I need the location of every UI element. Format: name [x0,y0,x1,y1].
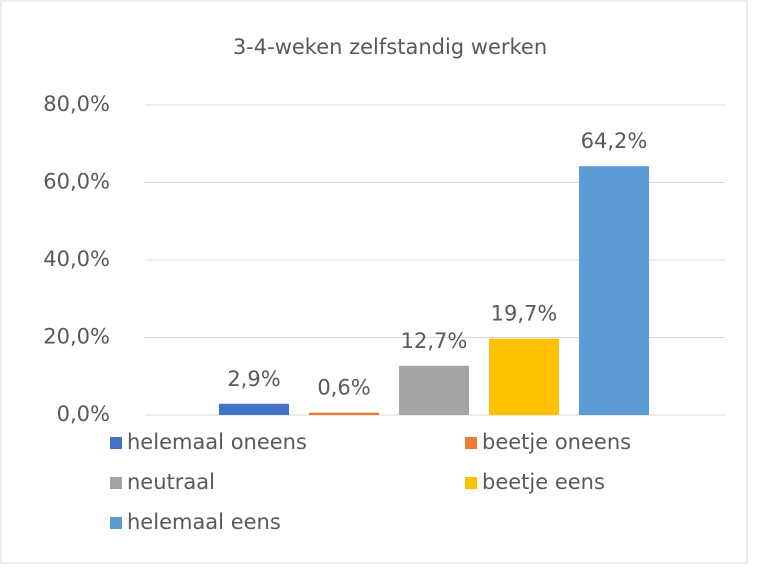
bar [489,338,559,415]
legend-swatch [465,437,477,449]
bar [579,166,649,415]
bar [219,403,289,415]
y-tick-label: 80,0% [43,92,110,116]
legend-label: helemaal eens [127,510,281,534]
y-tick-label: 0,0% [57,402,110,426]
legend-swatch [110,477,122,489]
data-label: 19,7% [491,302,558,326]
legend-swatch [465,477,477,489]
y-tick-label: 40,0% [43,247,110,271]
legend-label: neutraal [127,470,215,494]
bar [309,412,379,415]
legend-label: beetje eens [482,470,605,494]
bar [399,365,469,415]
data-label: 0,6% [317,376,370,400]
y-tick-label: 60,0% [43,170,110,194]
legend-swatch [110,437,122,449]
legend-label: helemaal oneens [127,430,307,454]
y-tick-label: 20,0% [43,325,110,349]
data-label: 2,9% [227,367,280,391]
legend-label: beetje oneens [482,430,631,454]
data-label: 64,2% [581,129,648,153]
legend-swatch [110,517,122,529]
chart-title: 3-4-weken zelfstandig werken [233,35,547,59]
data-label: 12,7% [401,329,468,353]
